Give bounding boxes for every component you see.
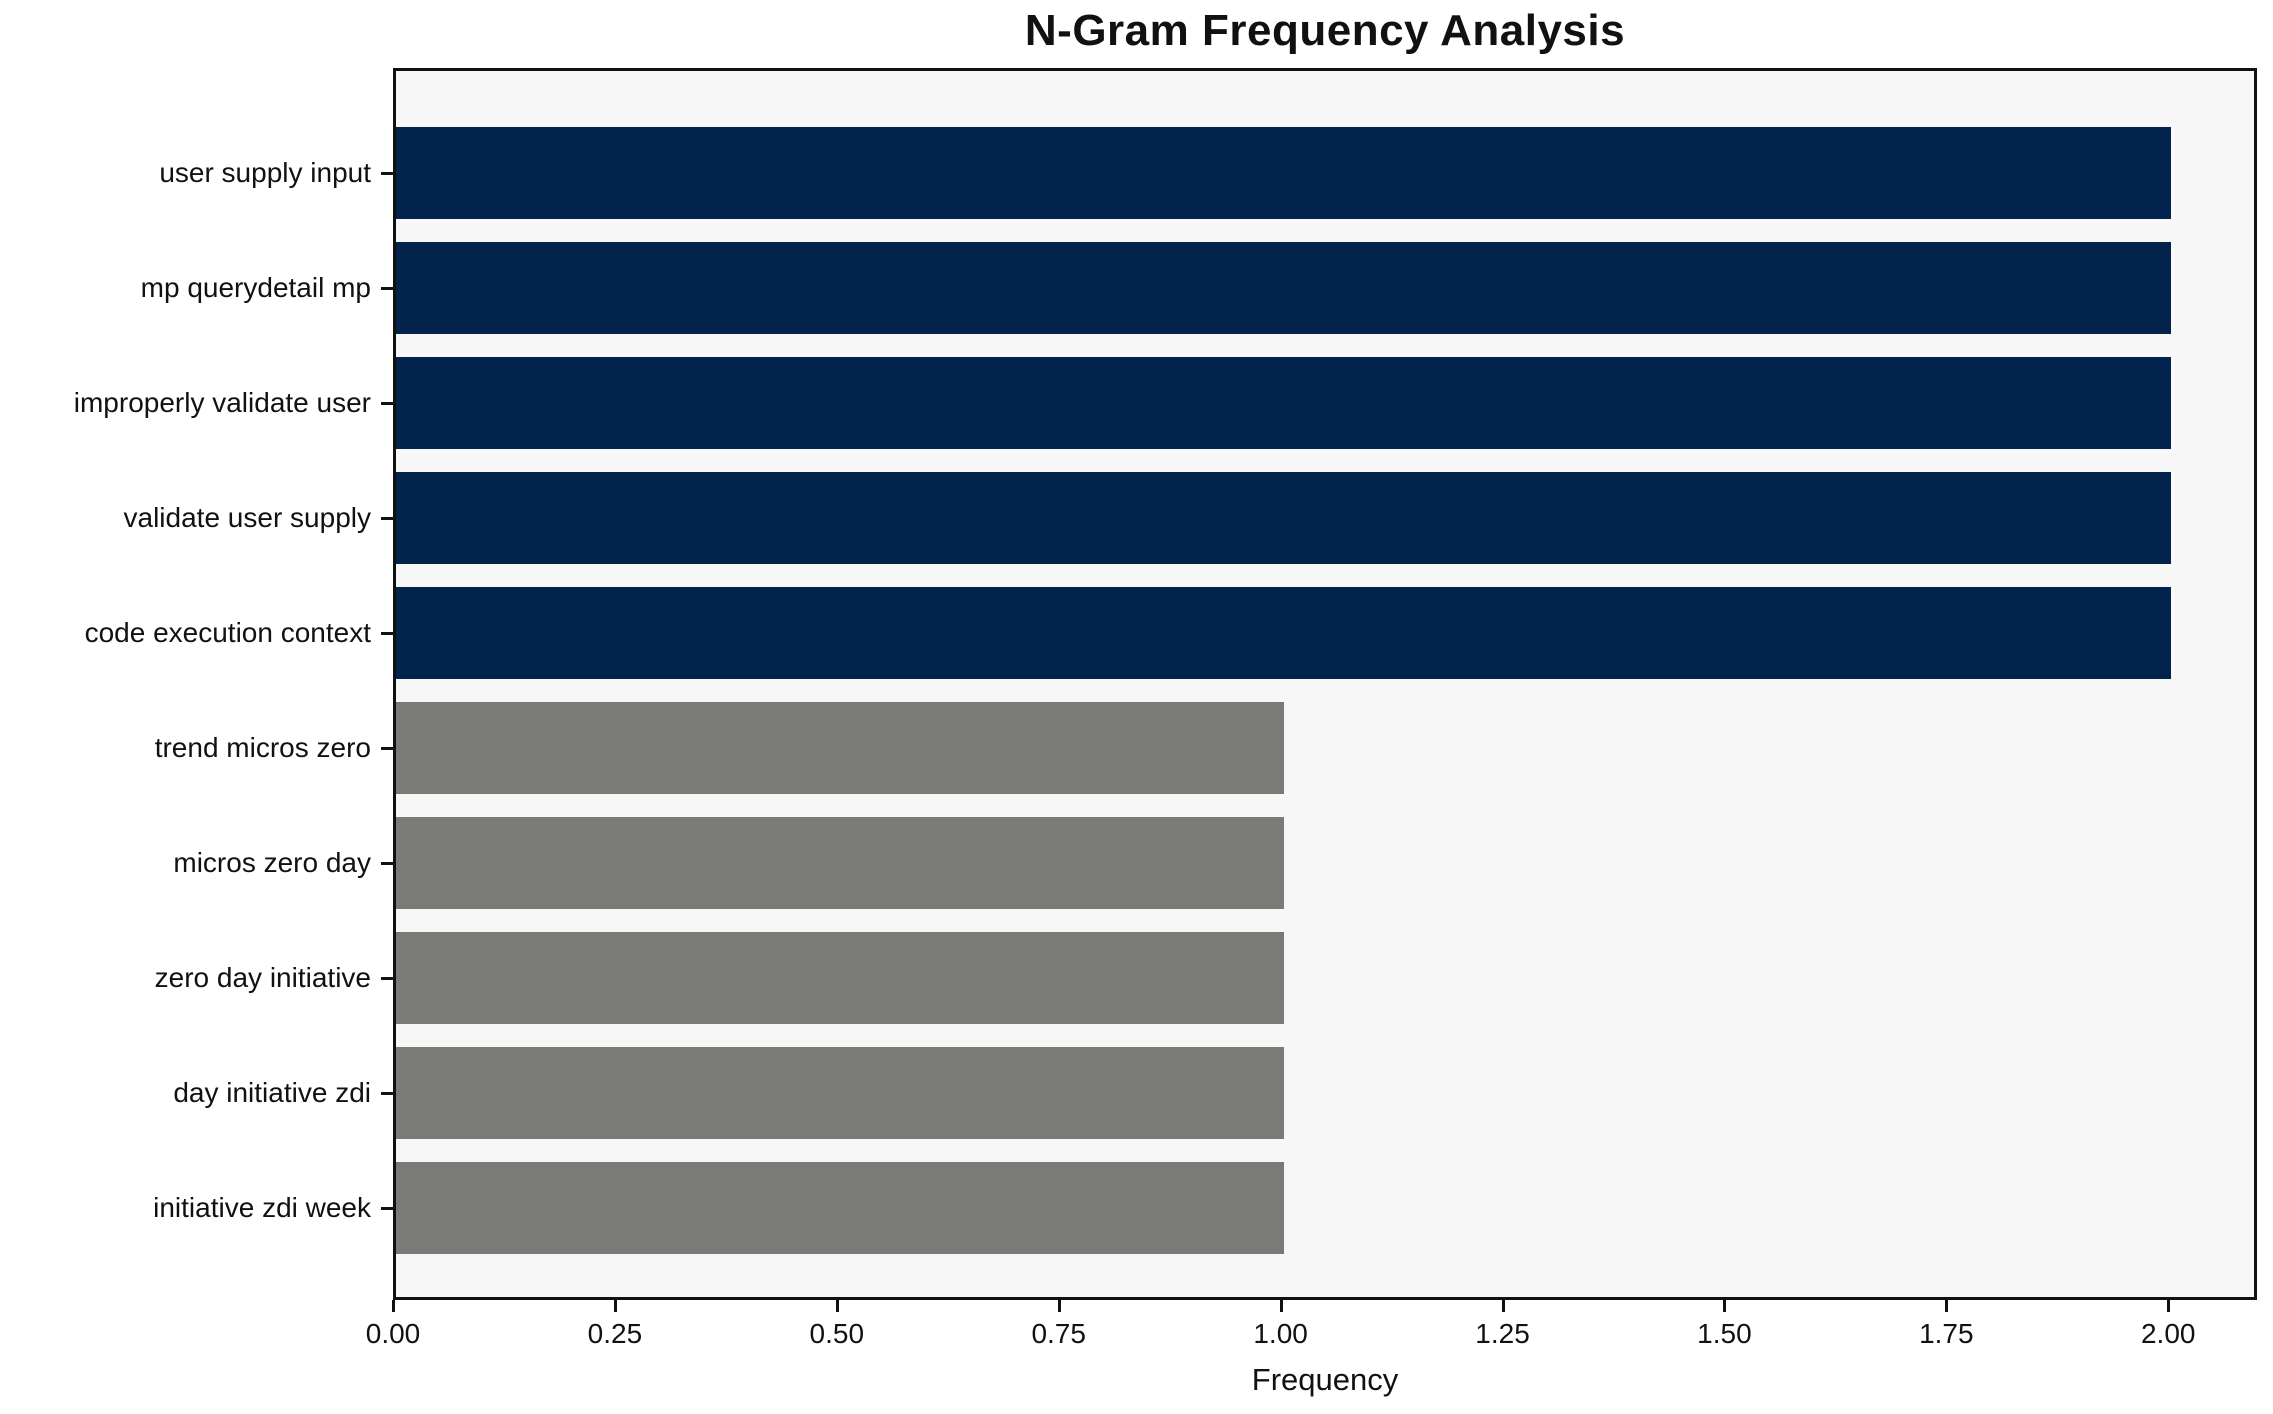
x-tick-mark — [613, 1300, 617, 1312]
x-tick-mark — [2167, 1300, 2171, 1312]
y-tick-mark — [381, 632, 393, 635]
y-tick-label-trend-micros-zero: trend micros zero — [154, 732, 371, 763]
bar-user-supply-input — [396, 127, 2171, 219]
bar-micros-zero-day — [396, 817, 1284, 909]
x-tick-label-1.75: 1.75 — [1919, 1318, 1974, 1349]
bar-code-execution-context — [396, 587, 2171, 679]
x-tick-label-1.50: 1.50 — [1697, 1318, 1752, 1349]
x-tick-label-2.00: 2.00 — [2140, 1318, 2196, 1349]
x-tick-label-0.00: 0.00 — [365, 1318, 421, 1349]
x-tick-mark — [1501, 1300, 1505, 1312]
y-tick-mark — [381, 977, 393, 980]
bar-trend-micros-zero — [396, 702, 1284, 794]
y-tick-label-validate-user-supply: validate user supply — [123, 502, 371, 533]
bar-improperly-validate-user — [396, 357, 2171, 449]
y-tick-label-code-execution-context: code execution context — [84, 617, 371, 648]
y-tick-label-zero-day-initiative: zero day initiative — [154, 962, 371, 993]
x-tick-mark — [1945, 1300, 1949, 1312]
y-tick-mark — [381, 517, 393, 520]
chart-title: N-Gram Frequency Analysis — [1024, 6, 1626, 55]
x-tick-label-0.50: 0.50 — [809, 1318, 865, 1349]
bar-zero-day-initiative — [396, 932, 1284, 1024]
y-tick-label-mp-querydetail-mp: mp querydetail mp — [140, 272, 371, 303]
bar-initiative-zdi-week — [396, 1162, 1284, 1254]
y-tick-label-improperly-validate-user: improperly validate user — [73, 387, 371, 418]
x-tick-label-0.75: 0.75 — [1031, 1318, 1086, 1349]
bar-day-initiative-zdi — [396, 1047, 1284, 1139]
x-tick-mark — [1057, 1300, 1061, 1312]
x-tick-label-1.00: 1.00 — [1253, 1318, 1308, 1349]
x-axis-label: Frequency — [1251, 1362, 1399, 1397]
y-tick-label-day-initiative-zdi: day initiative zdi — [173, 1077, 371, 1108]
y-tick-mark — [381, 747, 393, 750]
y-tick-mark — [381, 172, 393, 175]
x-tick-mark — [392, 1300, 395, 1312]
x-tick-label-0.25: 0.25 — [587, 1318, 643, 1349]
y-tick-label-micros-zero-day: micros zero day — [173, 847, 371, 878]
y-tick-mark — [381, 862, 393, 865]
bar-mp-querydetail-mp — [396, 242, 2171, 334]
x-tick-mark — [835, 1300, 839, 1312]
y-tick-label-initiative-zdi-week: initiative zdi week — [153, 1192, 371, 1223]
y-tick-mark — [381, 287, 393, 290]
y-tick-mark — [381, 1207, 393, 1210]
y-tick-mark — [381, 1092, 393, 1095]
y-tick-mark — [381, 402, 393, 405]
y-tick-label-user-supply-input: user supply input — [159, 157, 371, 188]
x-tick-label-1.25: 1.25 — [1475, 1318, 1530, 1349]
x-tick-mark — [1279, 1300, 1283, 1312]
plot-area — [393, 68, 2257, 1300]
bar-validate-user-supply — [396, 472, 2171, 564]
x-tick-mark — [1723, 1300, 1727, 1312]
